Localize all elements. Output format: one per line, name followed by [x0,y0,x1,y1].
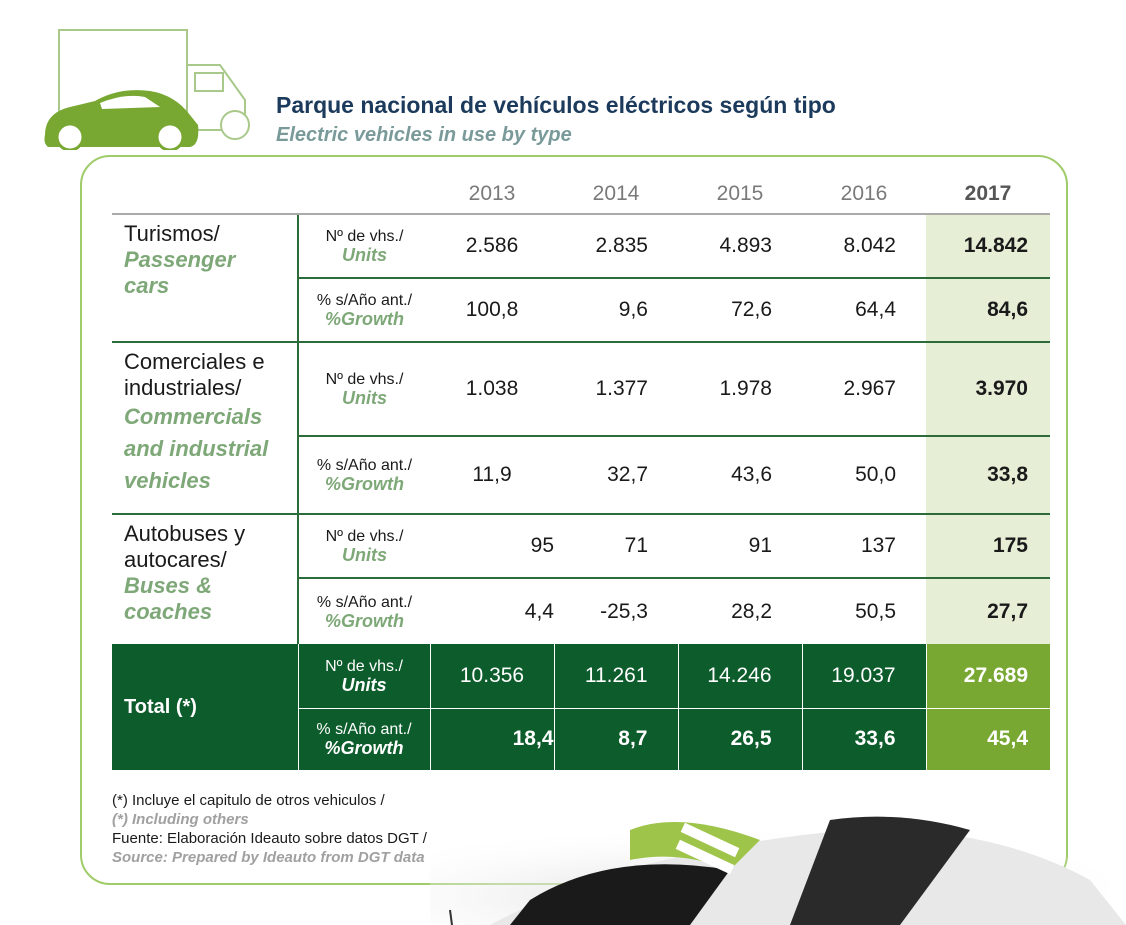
table-cell: 4,4 [430,577,554,644]
metric-growth: % s/Año ant./%Growth [297,435,430,514]
table-cell: 8.042 [843,234,896,257]
table-cell: 33,6 [801,707,926,770]
metric-growth: % s/Año ant./%Growth [297,277,430,342]
table-cell-highlight: 27.689 [925,644,1050,708]
category-passenger-cars: Turismos/ Passenger cars [124,221,236,298]
table-cell: -25,3 [554,577,678,644]
table-cell: 8,7 [553,707,678,770]
table-cell: 2.967 [802,341,926,436]
metric-growth: % s/Año ant./%Growth [297,707,430,770]
table-cell: 14.246 [677,644,802,708]
table-cell: 100,8 [430,277,554,342]
total-row: % s/Año ant./%Growth 18,4 8,7 26,5 33,6 … [112,707,1050,770]
table-cell: 18,4 [429,707,554,770]
table-cell: 95 [430,513,554,578]
metric-growth: % s/Año ant./%Growth [297,577,430,644]
table-cell: 32,7 [554,435,678,514]
year-2014: 2014 [554,175,678,215]
table-cell: 19.037 [801,644,926,708]
table-cell-highlight: 45,4 [925,707,1050,770]
category-commercials: Comerciales e industriales/ Commercials … [112,341,298,514]
vehicles-icon [44,29,250,150]
table-cell: 72,6 [678,277,802,342]
footnotes: (*) Incluye el capitulo de otros vehicul… [112,790,427,866]
table-row: % s/Año ant./%Growth 4,4 -25,3 28,2 50,5… [112,577,1050,644]
table-cell: 137 [802,513,926,578]
table-cell: 28,2 [678,577,802,644]
metric-units: Nº de vhs./Units [297,644,430,708]
header-row: 2013 2014 2015 2016 2017 [112,175,1050,215]
electric-car-image [430,816,1126,925]
table-cell: 1.377 [554,341,678,436]
table-cell-highlight: 175 [926,513,1050,578]
table-cell: 11,9 [430,435,554,514]
table-cell: 43,6 [678,435,802,514]
note-es: (*) Incluye el capitulo de otros vehicul… [112,792,385,809]
table-cell: 4.893 [719,234,772,257]
table-cell-highlight: 3.970 [926,341,1050,436]
table-row: Comerciales e industriales/ Commercials … [112,341,1050,514]
table-cell-highlight: 84,6 [926,277,1050,342]
metric-units: Nº de vhs./Units [297,214,430,278]
table-cell: 2.586 [465,234,519,257]
total-row: Total (*) Nº de vhs./Units 10.356 11.261… [112,644,1050,770]
table-cell: 26,5 [677,707,802,770]
table-cell: 64,4 [802,277,926,342]
source-es: Fuente: Elaboración Ideauto sobre datos … [112,830,427,847]
table-cell: 11.261 [553,644,678,708]
year-2017: 2017 [926,175,1050,215]
table-row: % s/Año ant./%Growth 100,8 9,6 72,6 64,4… [112,277,1050,342]
metric-units: Nº de vhs./Units [297,341,430,436]
table-cell-highlight: 14.842 [926,214,1050,278]
table-cell: 9,6 [554,277,678,342]
source-en: Source: Prepared by Ideauto from DGT dat… [112,849,425,866]
table-cell: 1.978 [678,341,802,436]
table-cell: 2.835 [595,234,648,257]
table-cell-highlight: 33,8 [926,435,1050,514]
year-2013: 2013 [430,175,554,215]
table-cell: 71 [554,513,678,578]
table-cell: 10.356 [429,644,554,708]
category-buses: Autobuses y autocares/ Buses & coaches [112,513,298,644]
vehicles-table: 2013 2014 2015 2016 2017 Turismos/ Passe… [112,175,1050,770]
page-title: Parque nacional de vehículos eléctricos … [276,92,836,118]
table-cell: 50,5 [802,577,926,644]
year-2015: 2015 [678,175,802,215]
note-en: (*) Including others [112,811,249,828]
metric-units: Nº de vhs./Units [297,513,430,578]
page-subtitle: Electric vehicles in use by type [276,124,572,146]
total-label: Total (*) [112,644,298,770]
table-row: Autobuses y autocares/ Buses & coaches N… [112,513,1050,644]
table-cell-highlight: 27,7 [926,577,1050,644]
table-cell: 50,0 [802,435,926,514]
year-2016: 2016 [802,175,926,215]
table-cell: 91 [678,513,802,578]
table-cell: 1.038 [430,341,554,436]
table-row: Turismos/ Passenger cars Nº de vhs./Unit… [112,214,1050,298]
table-row: % s/Año ant./%Growth 11,9 32,7 43,6 50,0… [112,435,1050,514]
